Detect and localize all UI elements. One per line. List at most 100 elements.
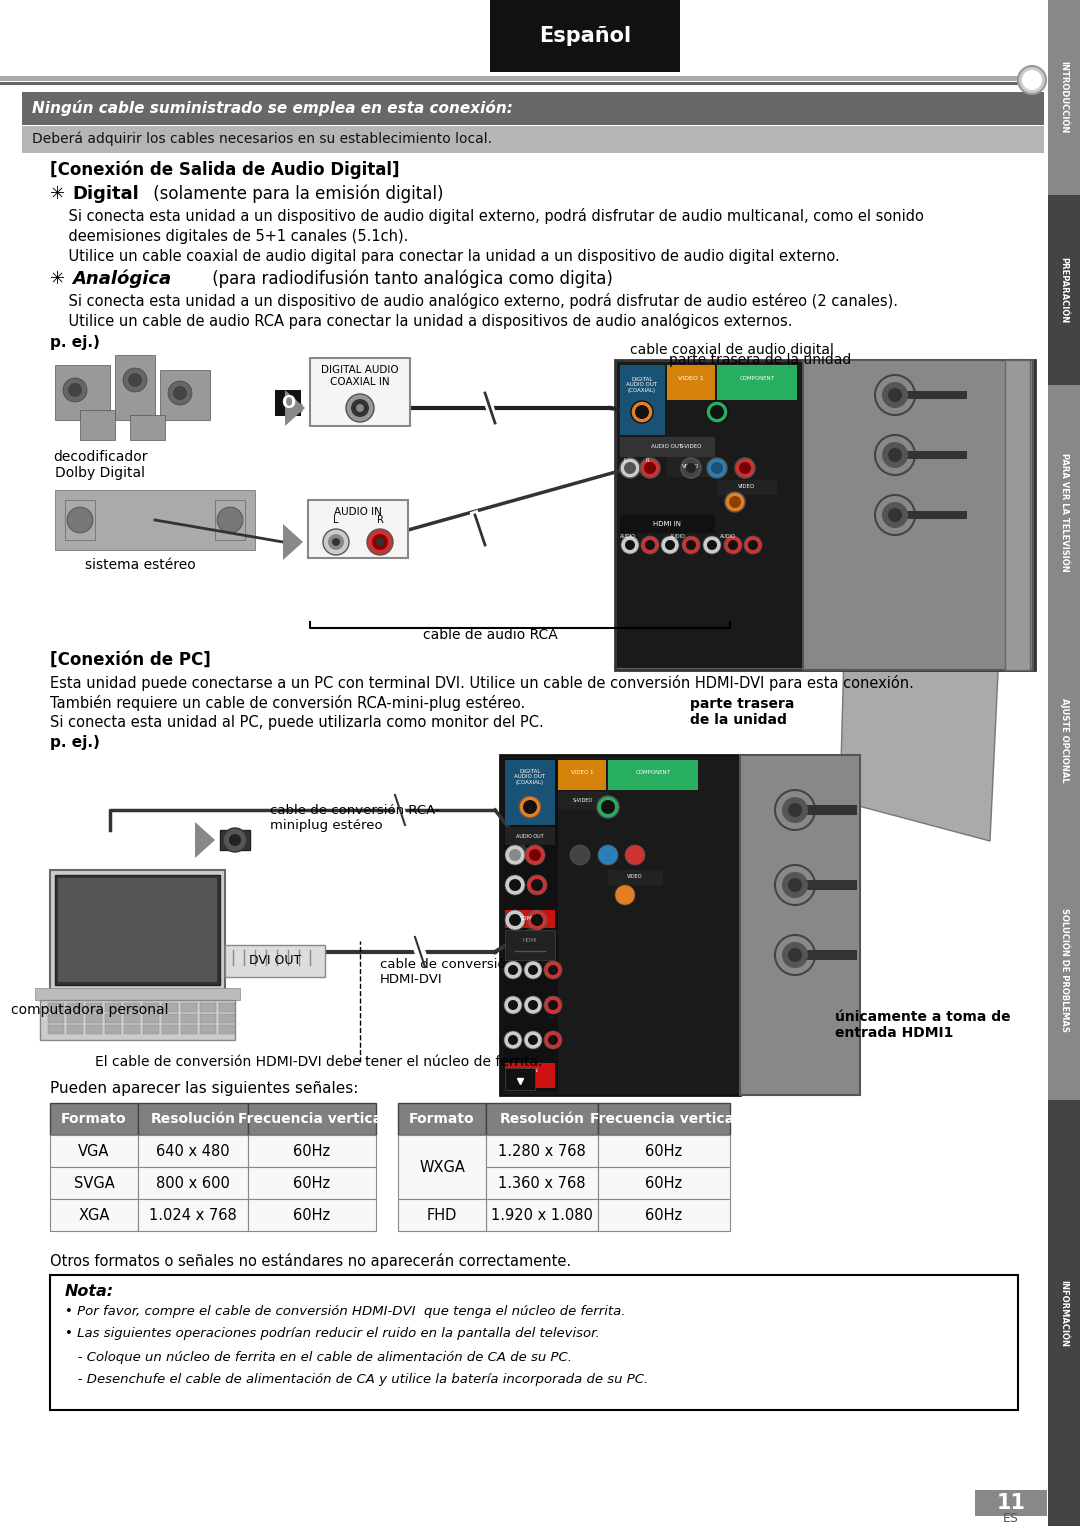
Text: [Conexión de PC]: [Conexión de PC]: [50, 652, 211, 668]
Bar: [50, 870, 225, 990]
Bar: [620, 436, 715, 456]
Circle shape: [332, 539, 340, 546]
Circle shape: [744, 536, 762, 554]
Circle shape: [217, 507, 243, 533]
Circle shape: [635, 404, 649, 420]
Bar: [160, 369, 210, 420]
Text: Utilice un cable coaxial de audio digital para conectar la unidad a un dispositi: Utilice un cable coaxial de audio digita…: [50, 249, 840, 264]
Circle shape: [882, 502, 908, 528]
Circle shape: [528, 964, 538, 975]
Text: INTRODUCCIÓN: INTRODUCCIÓN: [1059, 61, 1068, 134]
Bar: [40, 1000, 235, 1041]
Bar: [558, 760, 606, 790]
Text: VIDEO: VIDEO: [683, 464, 700, 470]
Bar: [598, 1135, 730, 1167]
Text: Formato: Formato: [62, 1112, 126, 1126]
Circle shape: [888, 508, 902, 522]
Text: VIDEO 1: VIDEO 1: [570, 771, 593, 775]
Circle shape: [645, 540, 654, 549]
Bar: [225, 945, 325, 977]
Circle shape: [782, 942, 808, 967]
Text: computadora personal: computadora personal: [11, 1003, 168, 1016]
Bar: [200, 1013, 216, 1022]
Circle shape: [710, 404, 724, 420]
Text: WXGA: WXGA: [419, 1160, 464, 1175]
Text: 1.024 x 768: 1.024 x 768: [149, 1207, 237, 1222]
Circle shape: [661, 536, 679, 554]
Bar: [807, 806, 858, 815]
Text: DIGITAL
AUDIO OUT
(COAXIAL): DIGITAL AUDIO OUT (COAXIAL): [514, 769, 545, 786]
Circle shape: [782, 797, 808, 823]
Text: Frecuencia vertical: Frecuencia vertical: [238, 1112, 387, 1126]
Circle shape: [703, 536, 721, 554]
Circle shape: [505, 909, 525, 929]
Text: También requiere un cable de conversión RCA-mini-plug estéreo.: También requiere un cable de conversión …: [50, 694, 525, 711]
Text: 1.280 x 768: 1.280 x 768: [498, 1143, 585, 1158]
Bar: [486, 1135, 598, 1167]
Circle shape: [323, 530, 349, 555]
Circle shape: [775, 935, 815, 975]
Text: PREPARACIÓN: PREPARACIÓN: [1059, 256, 1068, 324]
Circle shape: [882, 443, 908, 468]
Bar: [486, 1167, 598, 1199]
Bar: [65, 501, 95, 540]
Circle shape: [528, 1035, 538, 1045]
Bar: [248, 1103, 376, 1135]
Circle shape: [129, 372, 141, 388]
Circle shape: [222, 829, 247, 852]
Text: SVGA: SVGA: [73, 1175, 114, 1190]
Circle shape: [615, 885, 635, 905]
Circle shape: [67, 507, 93, 533]
Circle shape: [527, 874, 546, 896]
Text: cable de conversión
HDMI-DVI: cable de conversión HDMI-DVI: [380, 958, 514, 986]
Bar: [907, 391, 967, 398]
Bar: [399, 1199, 486, 1231]
Text: sistema estéreo: sistema estéreo: [84, 559, 195, 572]
Text: Resolución: Resolución: [499, 1112, 584, 1126]
Circle shape: [875, 435, 915, 475]
Text: AUDIO: AUDIO: [620, 534, 636, 540]
Bar: [1048, 0, 1080, 195]
Text: Resolución: Resolución: [150, 1112, 235, 1126]
Bar: [105, 1013, 121, 1022]
Circle shape: [631, 401, 653, 423]
Text: AUDIO: AUDIO: [720, 534, 735, 540]
Text: INFORMACIÓN: INFORMACIÓN: [1059, 1279, 1068, 1346]
Circle shape: [707, 458, 727, 478]
Bar: [907, 511, 967, 519]
Bar: [55, 365, 110, 420]
Bar: [162, 1013, 178, 1022]
Bar: [67, 1003, 83, 1012]
Bar: [219, 1013, 235, 1022]
Bar: [608, 760, 698, 790]
Text: L: L: [623, 458, 626, 462]
Bar: [608, 870, 663, 885]
Circle shape: [729, 496, 741, 508]
Circle shape: [505, 845, 525, 865]
Text: Utilice un cable de audio RCA para conectar la unidad a dispositivos de audio an: Utilice un cable de audio RCA para conec…: [50, 313, 793, 330]
Circle shape: [888, 449, 902, 462]
Circle shape: [351, 398, 369, 417]
Bar: [667, 436, 714, 456]
Bar: [143, 1013, 159, 1022]
Bar: [505, 760, 555, 826]
Bar: [1048, 385, 1080, 639]
Bar: [399, 1103, 486, 1135]
Text: L: L: [334, 514, 339, 525]
Text: VIDEO 1: VIDEO 1: [678, 375, 704, 380]
Bar: [124, 1025, 140, 1035]
Bar: [58, 877, 217, 983]
Circle shape: [1018, 66, 1047, 95]
Bar: [486, 1199, 598, 1231]
Text: 60Hz: 60Hz: [294, 1143, 330, 1158]
Circle shape: [624, 462, 636, 475]
Circle shape: [728, 540, 738, 549]
Circle shape: [681, 536, 700, 554]
Text: parte trasera de la unidad: parte trasera de la unidad: [669, 353, 851, 366]
Circle shape: [524, 961, 542, 980]
Bar: [0, 82, 1045, 85]
Circle shape: [711, 462, 723, 475]
Text: Formato: Formato: [409, 1112, 475, 1126]
Circle shape: [735, 458, 755, 478]
Circle shape: [600, 800, 615, 813]
